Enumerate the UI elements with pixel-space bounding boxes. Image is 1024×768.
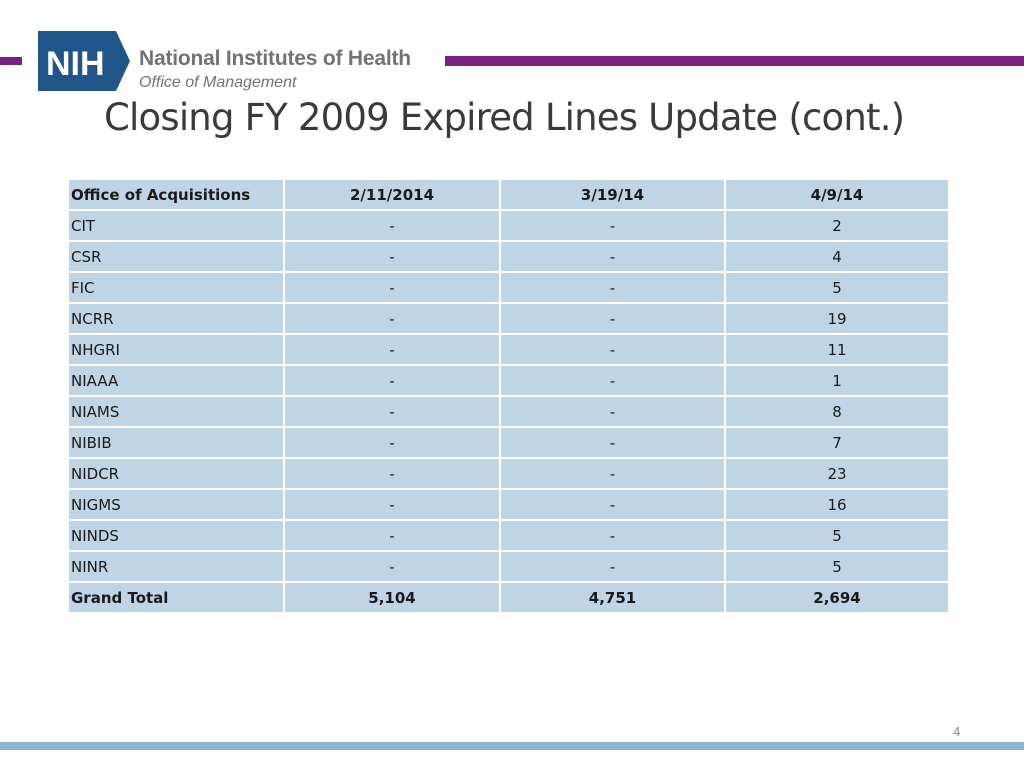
value-cell: -	[501, 552, 724, 581]
table-row: NINR - - 5	[69, 552, 948, 581]
value-cell: 2	[726, 211, 948, 240]
value-cell: -	[501, 459, 724, 488]
value-cell: 4	[726, 242, 948, 271]
value-cell: 7	[726, 428, 948, 457]
value-cell: -	[285, 397, 499, 426]
value-cell: -	[501, 366, 724, 395]
office-cell: CIT	[69, 211, 283, 240]
value-cell: -	[501, 211, 724, 240]
page-number: 4	[953, 725, 961, 739]
table-row: NIBIB - - 7	[69, 428, 948, 457]
office-cell: NIAMS	[69, 397, 283, 426]
value-cell: 1	[726, 366, 948, 395]
value-cell: -	[285, 211, 499, 240]
grand-total-value: 4,751	[501, 583, 724, 612]
value-cell: -	[285, 552, 499, 581]
grand-total-value: 5,104	[285, 583, 499, 612]
column-header-date-2: 3/19/14	[501, 180, 724, 209]
office-cell: NCRR	[69, 304, 283, 333]
value-cell: -	[501, 304, 724, 333]
table-row: FIC - - 5	[69, 273, 948, 302]
value-cell: 19	[726, 304, 948, 333]
table-row: NIAAA - - 1	[69, 366, 948, 395]
value-cell: -	[501, 428, 724, 457]
value-cell: -	[285, 490, 499, 519]
value-cell: -	[285, 304, 499, 333]
value-cell: -	[501, 273, 724, 302]
header-band-right	[445, 56, 1024, 66]
grand-total-value: 2,694	[726, 583, 948, 612]
value-cell: -	[285, 335, 499, 364]
office-cell: NINR	[69, 552, 283, 581]
nih-logo-badge: NIH	[38, 31, 134, 91]
grand-total-label: Grand Total	[69, 583, 283, 612]
office-cell: NIAAA	[69, 366, 283, 395]
value-cell: 5	[726, 521, 948, 550]
nih-logo: NIH National Institutes of Health Office…	[38, 31, 438, 93]
value-cell: 5	[726, 273, 948, 302]
value-cell: 23	[726, 459, 948, 488]
value-cell: -	[501, 397, 724, 426]
value-cell: -	[285, 366, 499, 395]
value-cell: 11	[726, 335, 948, 364]
table-row: CIT - - 2	[69, 211, 948, 240]
table-row: NCRR - - 19	[69, 304, 948, 333]
logo-organization-name: National Institutes of Health	[139, 47, 411, 70]
table-row: NIGMS - - 16	[69, 490, 948, 519]
logo-office-subtitle: Office of Management	[139, 74, 297, 91]
office-cell: NIDCR	[69, 459, 283, 488]
value-cell: -	[501, 521, 724, 550]
table-row: NIAMS - - 8	[69, 397, 948, 426]
table-header-row: Office of Acquisitions 2/11/2014 3/19/14…	[69, 180, 948, 209]
slide-title: Closing FY 2009 Expired Lines Update (co…	[104, 96, 905, 139]
table-row: CSR - - 4	[69, 242, 948, 271]
value-cell: 5	[726, 552, 948, 581]
value-cell: -	[501, 490, 724, 519]
value-cell: -	[285, 521, 499, 550]
grand-total-row: Grand Total 5,104 4,751 2,694	[69, 583, 948, 612]
office-cell: NIBIB	[69, 428, 283, 457]
value-cell: -	[285, 459, 499, 488]
value-cell: 16	[726, 490, 948, 519]
footer-bar	[0, 742, 1024, 750]
office-cell: NINDS	[69, 521, 283, 550]
value-cell: -	[501, 335, 724, 364]
value-cell: -	[285, 242, 499, 271]
table-row: NINDS - - 5	[69, 521, 948, 550]
value-cell: -	[501, 242, 724, 271]
column-header-office: Office of Acquisitions	[69, 180, 283, 209]
office-cell: FIC	[69, 273, 283, 302]
nih-logo-text: NIH	[46, 45, 105, 83]
table-row: NHGRI - - 11	[69, 335, 948, 364]
header-band-left	[0, 57, 22, 65]
table-row: NIDCR - - 23	[69, 459, 948, 488]
office-cell: CSR	[69, 242, 283, 271]
value-cell: -	[285, 273, 499, 302]
office-cell: NIGMS	[69, 490, 283, 519]
column-header-date-3: 4/9/14	[726, 180, 948, 209]
expired-lines-table: Office of Acquisitions 2/11/2014 3/19/14…	[67, 178, 950, 614]
office-cell: NHGRI	[69, 335, 283, 364]
value-cell: -	[285, 428, 499, 457]
value-cell: 8	[726, 397, 948, 426]
column-header-date-1: 2/11/2014	[285, 180, 499, 209]
